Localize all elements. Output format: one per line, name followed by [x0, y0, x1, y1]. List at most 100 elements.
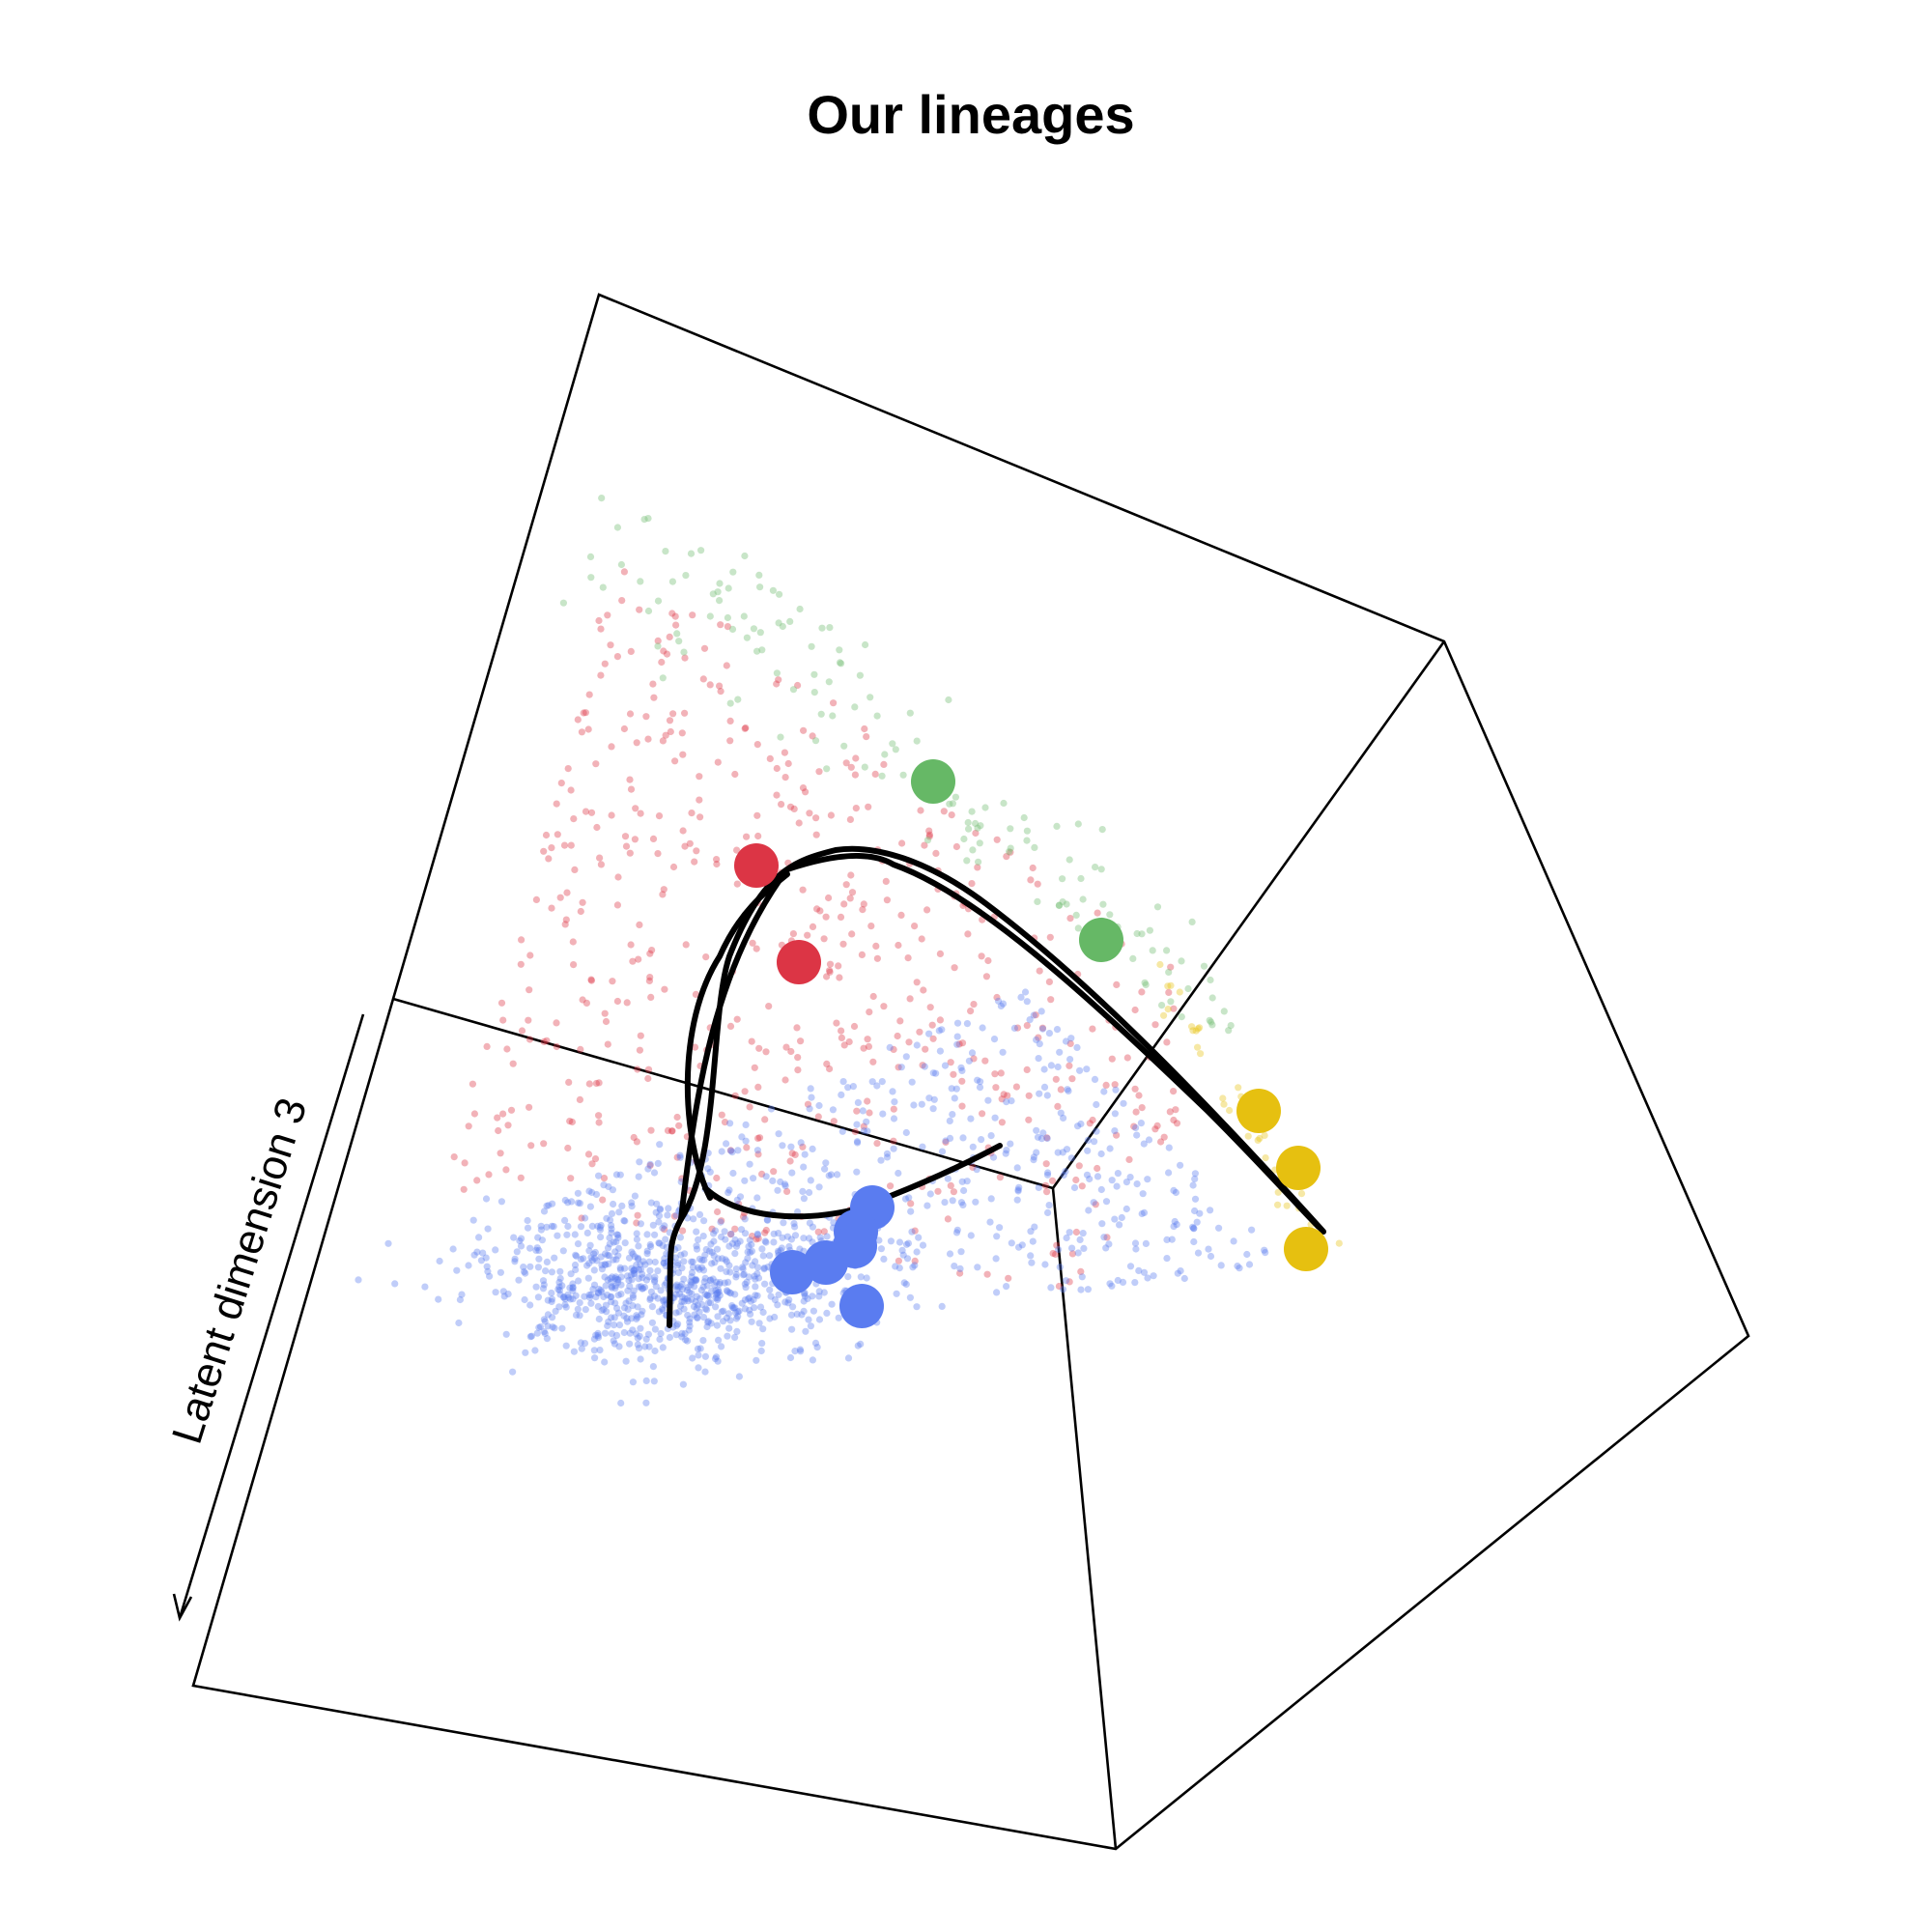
cell-point [1170, 1186, 1178, 1194]
cell-point [436, 1257, 443, 1265]
cell-point [647, 993, 655, 1001]
cell-point [479, 1249, 487, 1257]
cell-point [717, 688, 724, 696]
cell-point [613, 524, 622, 531]
cell-point [809, 732, 816, 740]
cell-point [639, 1285, 646, 1293]
cell-point [892, 746, 899, 753]
cell-point [662, 1236, 669, 1243]
cell-point [500, 1293, 508, 1300]
cell-point [983, 1270, 991, 1278]
cell-point [549, 1200, 556, 1208]
cell-point [699, 1266, 708, 1274]
cell-point [696, 813, 704, 821]
cell-point [908, 1228, 916, 1236]
cell-point [889, 1088, 896, 1095]
cell-point [635, 1255, 642, 1264]
cell-point [952, 842, 961, 851]
z-axis-label: Latent dimension 3 [163, 1093, 317, 1449]
cell-point [548, 844, 555, 852]
cell-point [969, 1163, 977, 1171]
cell-point [945, 696, 952, 704]
cell-point [595, 1315, 603, 1323]
lineage-centroids [734, 759, 1328, 1328]
cell-point [587, 1291, 595, 1298]
cell-point [612, 1237, 620, 1246]
cell-point [1098, 1220, 1106, 1228]
cell-point [936, 950, 945, 958]
cell-point [520, 1264, 527, 1271]
cell-point [642, 1399, 650, 1406]
cell-point [607, 1293, 614, 1300]
cell-point [913, 979, 921, 986]
cell-point [660, 1260, 668, 1267]
cell-point [919, 1143, 926, 1151]
cell-point [1083, 1171, 1092, 1179]
cell-point [561, 1301, 569, 1309]
cell-point [880, 1255, 888, 1263]
cell-point [1180, 1274, 1188, 1283]
cell-point [923, 906, 931, 914]
cell-point [609, 978, 616, 985]
cell-point [693, 1245, 701, 1253]
cell-point [710, 1237, 718, 1245]
cell-point [867, 923, 875, 930]
cell-point [648, 947, 656, 954]
cell-point [687, 1277, 695, 1285]
cell-point [967, 1008, 975, 1015]
cell-point [743, 1278, 751, 1286]
cell-point [538, 1236, 547, 1244]
cell-point [720, 1307, 727, 1315]
cell-point [584, 1274, 592, 1282]
cell-point [554, 1232, 561, 1239]
cell-point [494, 1114, 501, 1122]
cell-point [675, 638, 683, 645]
cell-point [778, 1244, 786, 1252]
cell-point [681, 654, 689, 662]
cell-point [752, 1292, 759, 1299]
cell-point [1053, 1241, 1061, 1249]
cell-point [661, 1281, 668, 1289]
cell-point [676, 1283, 684, 1291]
cell-point [535, 1246, 543, 1255]
cell-point [504, 1291, 512, 1298]
cell-point [726, 1317, 734, 1324]
cell-point [830, 1118, 838, 1125]
cell-point [545, 855, 553, 863]
cell-point [678, 729, 686, 737]
cell-point [724, 1278, 732, 1286]
cell-point [761, 1280, 769, 1288]
cell-point [836, 646, 843, 654]
cell-point [794, 681, 802, 690]
cell-point [1168, 1236, 1176, 1243]
cell-point [678, 1286, 687, 1293]
cell-point [952, 1229, 961, 1236]
cell-point [564, 1144, 572, 1152]
cell-point [696, 1345, 704, 1352]
cell-point [877, 1156, 885, 1164]
cell-point [1027, 1228, 1035, 1236]
cell-point [1235, 1084, 1242, 1092]
cell-point [608, 1225, 615, 1233]
cell-point [942, 1138, 950, 1146]
cell-point [774, 1186, 781, 1194]
cell-point [591, 1354, 599, 1362]
cell-point [686, 1319, 694, 1326]
cell-point [598, 1265, 607, 1273]
cell-point [614, 1231, 622, 1239]
cell-point [695, 1351, 702, 1359]
cell-point [754, 1134, 762, 1142]
cell-point [1131, 1006, 1139, 1014]
cell-point [1132, 1108, 1140, 1116]
cell-point [957, 1199, 966, 1207]
cell-point [1150, 1272, 1157, 1280]
cell-point [569, 1280, 577, 1288]
cell-point [807, 1177, 814, 1184]
cell-point [742, 724, 750, 732]
cell-point [1133, 1180, 1141, 1188]
cell-point [539, 1285, 548, 1293]
cell-point [991, 1114, 999, 1122]
cell-point [1172, 1106, 1179, 1114]
cell-point [992, 1084, 1000, 1092]
